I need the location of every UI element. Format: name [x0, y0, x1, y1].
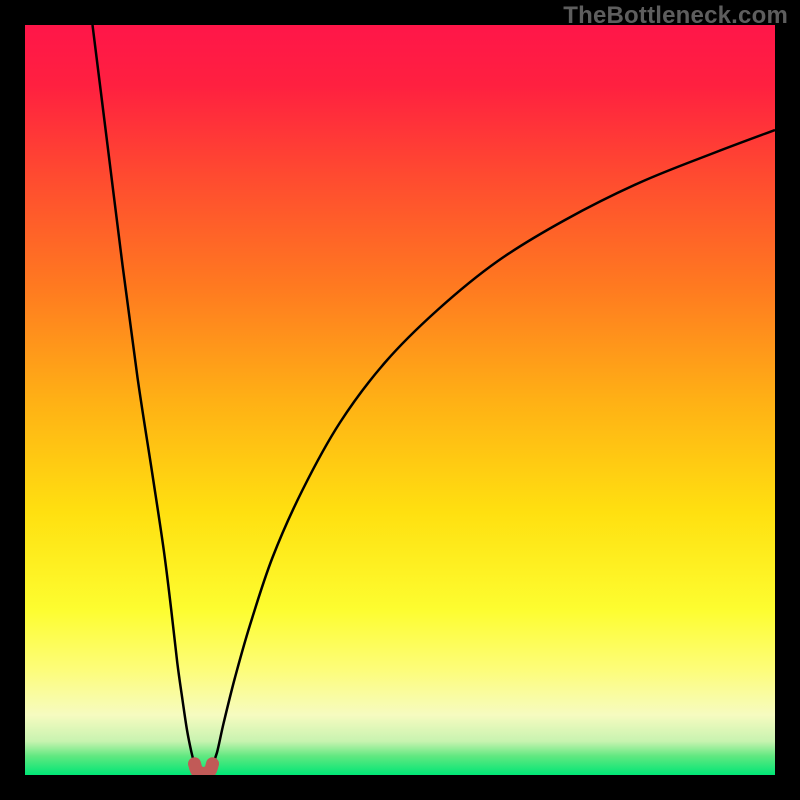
chart-root: TheBottleneck.com [0, 0, 800, 800]
bottleneck-chart [25, 25, 775, 775]
watermark-text: TheBottleneck.com [563, 2, 788, 30]
gradient-background [25, 25, 775, 775]
